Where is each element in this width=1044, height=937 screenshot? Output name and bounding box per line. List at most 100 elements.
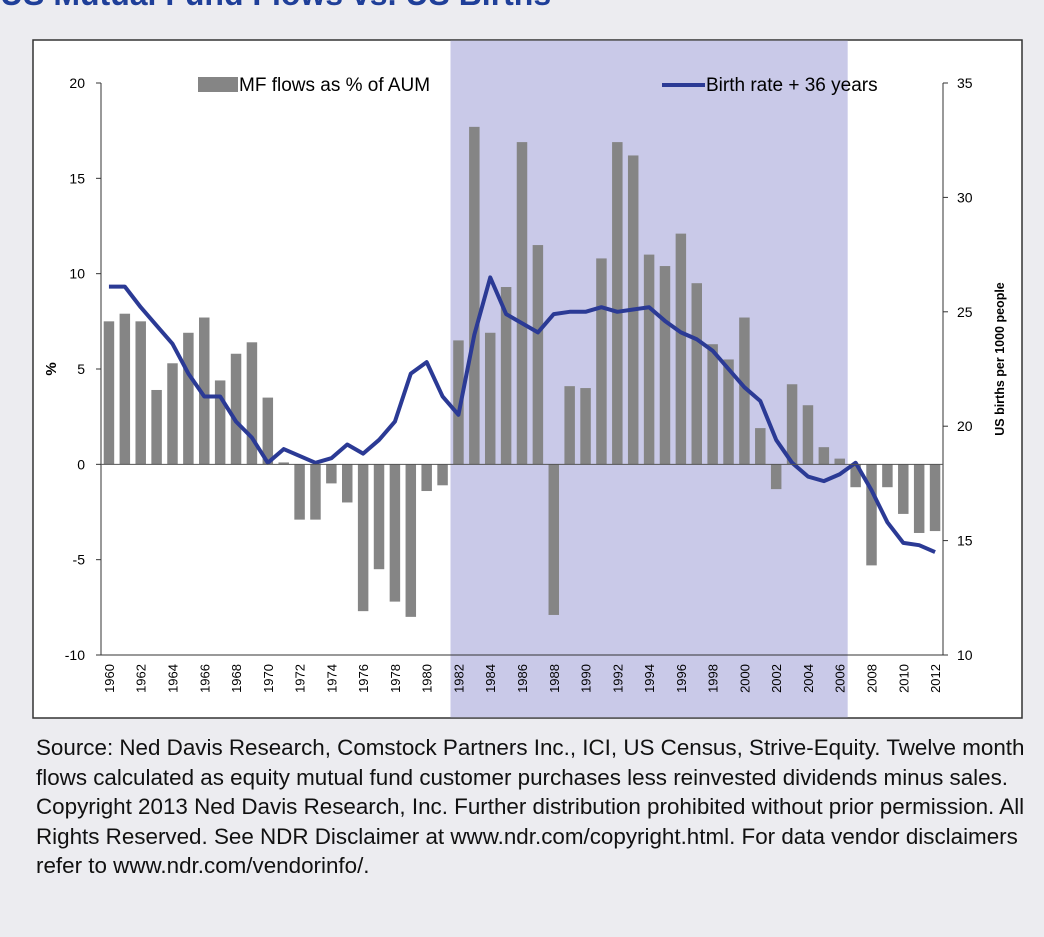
- bar: [866, 464, 877, 566]
- bar: [612, 142, 623, 465]
- y-tick-label: -5: [73, 552, 86, 568]
- x-tick-label: 1970: [261, 664, 276, 693]
- bar: [882, 464, 893, 488]
- bar: [294, 464, 305, 520]
- bar: [691, 283, 702, 465]
- bar: [707, 344, 718, 465]
- y-tick-label: 10: [69, 266, 85, 282]
- bar: [500, 287, 512, 465]
- x-tick-label: 1992: [610, 664, 625, 693]
- x-tick-label: 2004: [801, 664, 816, 693]
- x-tick-label: 1986: [515, 664, 530, 693]
- y-tick-label: 0: [77, 456, 85, 472]
- bar: [262, 397, 274, 465]
- bar: [421, 464, 432, 492]
- bar: [802, 405, 814, 465]
- source-note: Source: Ned Davis Research, Comstock Par…: [36, 735, 1025, 878]
- x-tick-label: 2010: [896, 664, 911, 693]
- bar: [373, 464, 385, 570]
- x-tick-label: 1964: [165, 664, 180, 693]
- x-tick-label: 2008: [865, 664, 880, 693]
- bar: [484, 332, 496, 465]
- x-tick-label: 1990: [579, 664, 594, 693]
- bar: [786, 384, 798, 465]
- bar: [135, 321, 146, 465]
- bar: [818, 447, 830, 465]
- bar: [723, 359, 734, 465]
- bar: [151, 389, 162, 465]
- legend-swatch: [198, 77, 238, 92]
- x-tick-label: 1996: [674, 664, 689, 693]
- bar: [310, 464, 321, 520]
- bar: [834, 458, 845, 465]
- legend-label: Birth rate + 36 years: [706, 75, 878, 96]
- y-tick-label: 15: [69, 170, 85, 186]
- x-tick-label: 2006: [833, 664, 848, 693]
- bar: [278, 462, 289, 465]
- bar: [357, 464, 369, 612]
- x-tick-label: 2012: [928, 664, 943, 693]
- x-tick-label: 1994: [642, 664, 657, 693]
- bar: [913, 464, 925, 533]
- bar: [214, 380, 226, 465]
- bar: [898, 464, 909, 514]
- x-tick-label: 1988: [547, 664, 562, 693]
- bar: [580, 388, 591, 465]
- x-tick-label: 2002: [769, 664, 784, 693]
- y2-tick-label: 15: [957, 533, 973, 549]
- y-tick-label: 20: [69, 75, 85, 91]
- y2-tick-label: 30: [957, 189, 973, 205]
- x-tick-label: 1968: [229, 664, 244, 693]
- y2-tick-label: 20: [957, 418, 973, 434]
- chart-title: US Mutual Fund Flows vs. US Births: [0, 0, 551, 12]
- bar: [755, 428, 766, 465]
- x-tick-label: 1978: [388, 664, 403, 693]
- bar: [342, 464, 353, 503]
- bar: [929, 464, 941, 532]
- x-tick-label: 2000: [737, 664, 752, 693]
- x-tick-label: 1972: [293, 664, 308, 693]
- bar: [770, 464, 782, 490]
- bar: [326, 464, 337, 484]
- bar: [850, 464, 861, 488]
- y-tick-label: -10: [65, 647, 85, 663]
- bar: [469, 126, 480, 465]
- x-tick-label: 1962: [134, 664, 149, 693]
- bar: [230, 353, 242, 465]
- bar: [167, 363, 178, 465]
- bar: [405, 464, 417, 617]
- bar: [516, 142, 528, 465]
- y2-tick-label: 10: [957, 647, 973, 663]
- y-tick-label: 5: [77, 361, 85, 377]
- bar: [389, 464, 401, 602]
- bar: [183, 332, 194, 465]
- line: [108, 275, 936, 554]
- bar: [659, 266, 671, 465]
- bar: [246, 342, 258, 465]
- bar: [596, 258, 607, 465]
- x-tick-label: 1974: [324, 664, 339, 693]
- bar: [675, 233, 687, 465]
- x-tick-label: 1984: [483, 664, 498, 693]
- y-axis-label: %: [43, 362, 60, 375]
- bar: [548, 464, 560, 615]
- bar: [437, 464, 448, 486]
- y2-axis-label: US births per 1000 people: [993, 282, 1007, 436]
- x-tick-label: 1960: [102, 664, 117, 693]
- bar: [103, 321, 115, 465]
- bar: [453, 340, 464, 465]
- x-tick-label: 1980: [420, 664, 435, 693]
- legend-label: MF flows as % of AUM: [239, 75, 430, 96]
- y2-tick-label: 35: [957, 75, 973, 91]
- x-tick-label: 1976: [356, 664, 371, 693]
- x-tick-label: 1982: [451, 664, 466, 693]
- y2-tick-label: 25: [957, 304, 973, 320]
- bar: [564, 386, 575, 465]
- x-tick-label: 1966: [197, 664, 212, 693]
- bar: [643, 254, 655, 465]
- bar: [532, 245, 544, 465]
- bar: [199, 317, 210, 465]
- x-tick-label: 1998: [706, 664, 721, 693]
